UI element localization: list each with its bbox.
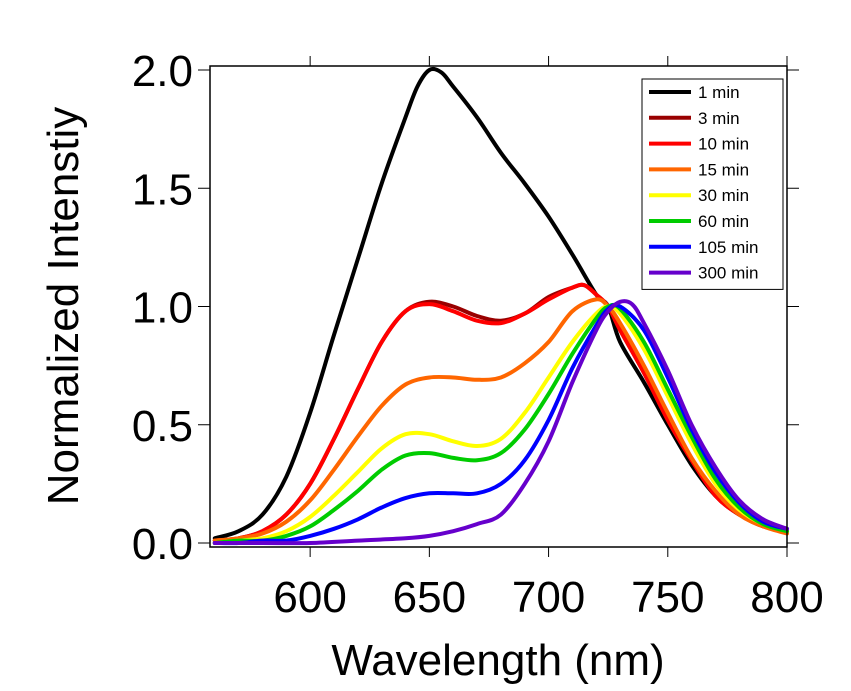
- legend-label: 10 min: [698, 135, 749, 154]
- legend-item: 1 min: [649, 83, 740, 102]
- series-line-60-min: [212, 302, 789, 545]
- y-tick-label: 2.0: [132, 47, 193, 96]
- legend-item: 60 min: [649, 212, 749, 231]
- x-tick-label: 750: [631, 573, 704, 622]
- series-line-30-min: [212, 304, 789, 545]
- x-tick-label: 800: [750, 573, 823, 622]
- legend-box: [641, 78, 784, 290]
- x-tick-label: 700: [512, 573, 585, 622]
- legend-item: 10 min: [649, 135, 749, 154]
- x-axis-label: Wavelength (nm): [331, 636, 664, 685]
- y-tick-label: 1.5: [132, 165, 193, 214]
- x-tick-label: 650: [393, 573, 466, 622]
- plot-lines: [212, 66, 789, 546]
- tick-labels: 600 650 700 750 800 0.0 0.5 1.0 1.5 2.0: [132, 47, 824, 622]
- legend-item: 30 min: [649, 186, 749, 205]
- legend-item: 15 min: [649, 160, 749, 179]
- y-tick-label: 0.5: [132, 402, 193, 451]
- series-line-10-min: [212, 282, 789, 543]
- series-line-15-min: [212, 297, 789, 543]
- legend-item: 300 min: [649, 264, 758, 283]
- y-tick-label: 1.0: [132, 284, 193, 333]
- legend-label: 15 min: [698, 160, 749, 179]
- legend-label: 3 min: [698, 109, 740, 128]
- series-line-300-min: [212, 299, 789, 546]
- legend-label: 30 min: [698, 186, 749, 205]
- legend-label: 300 min: [698, 264, 758, 283]
- x-tick-label: 600: [273, 573, 346, 622]
- axis-ticks: [198, 56, 799, 557]
- legend-label: 105 min: [698, 238, 758, 257]
- legend-label: 60 min: [698, 212, 749, 231]
- legend-item: 3 min: [649, 109, 740, 128]
- y-axis-label: Normalized Intenstiy: [39, 107, 88, 506]
- y-tick-label: 0.0: [132, 520, 193, 569]
- legend-item: 105 min: [649, 238, 758, 257]
- legend: 1 min 3 min 10 min 15 min 30 min 60 min 105 mi…: [641, 78, 784, 290]
- series-line-105-min: [212, 302, 789, 546]
- legend-label: 1 min: [698, 83, 740, 102]
- series-line-1-min: [212, 66, 789, 541]
